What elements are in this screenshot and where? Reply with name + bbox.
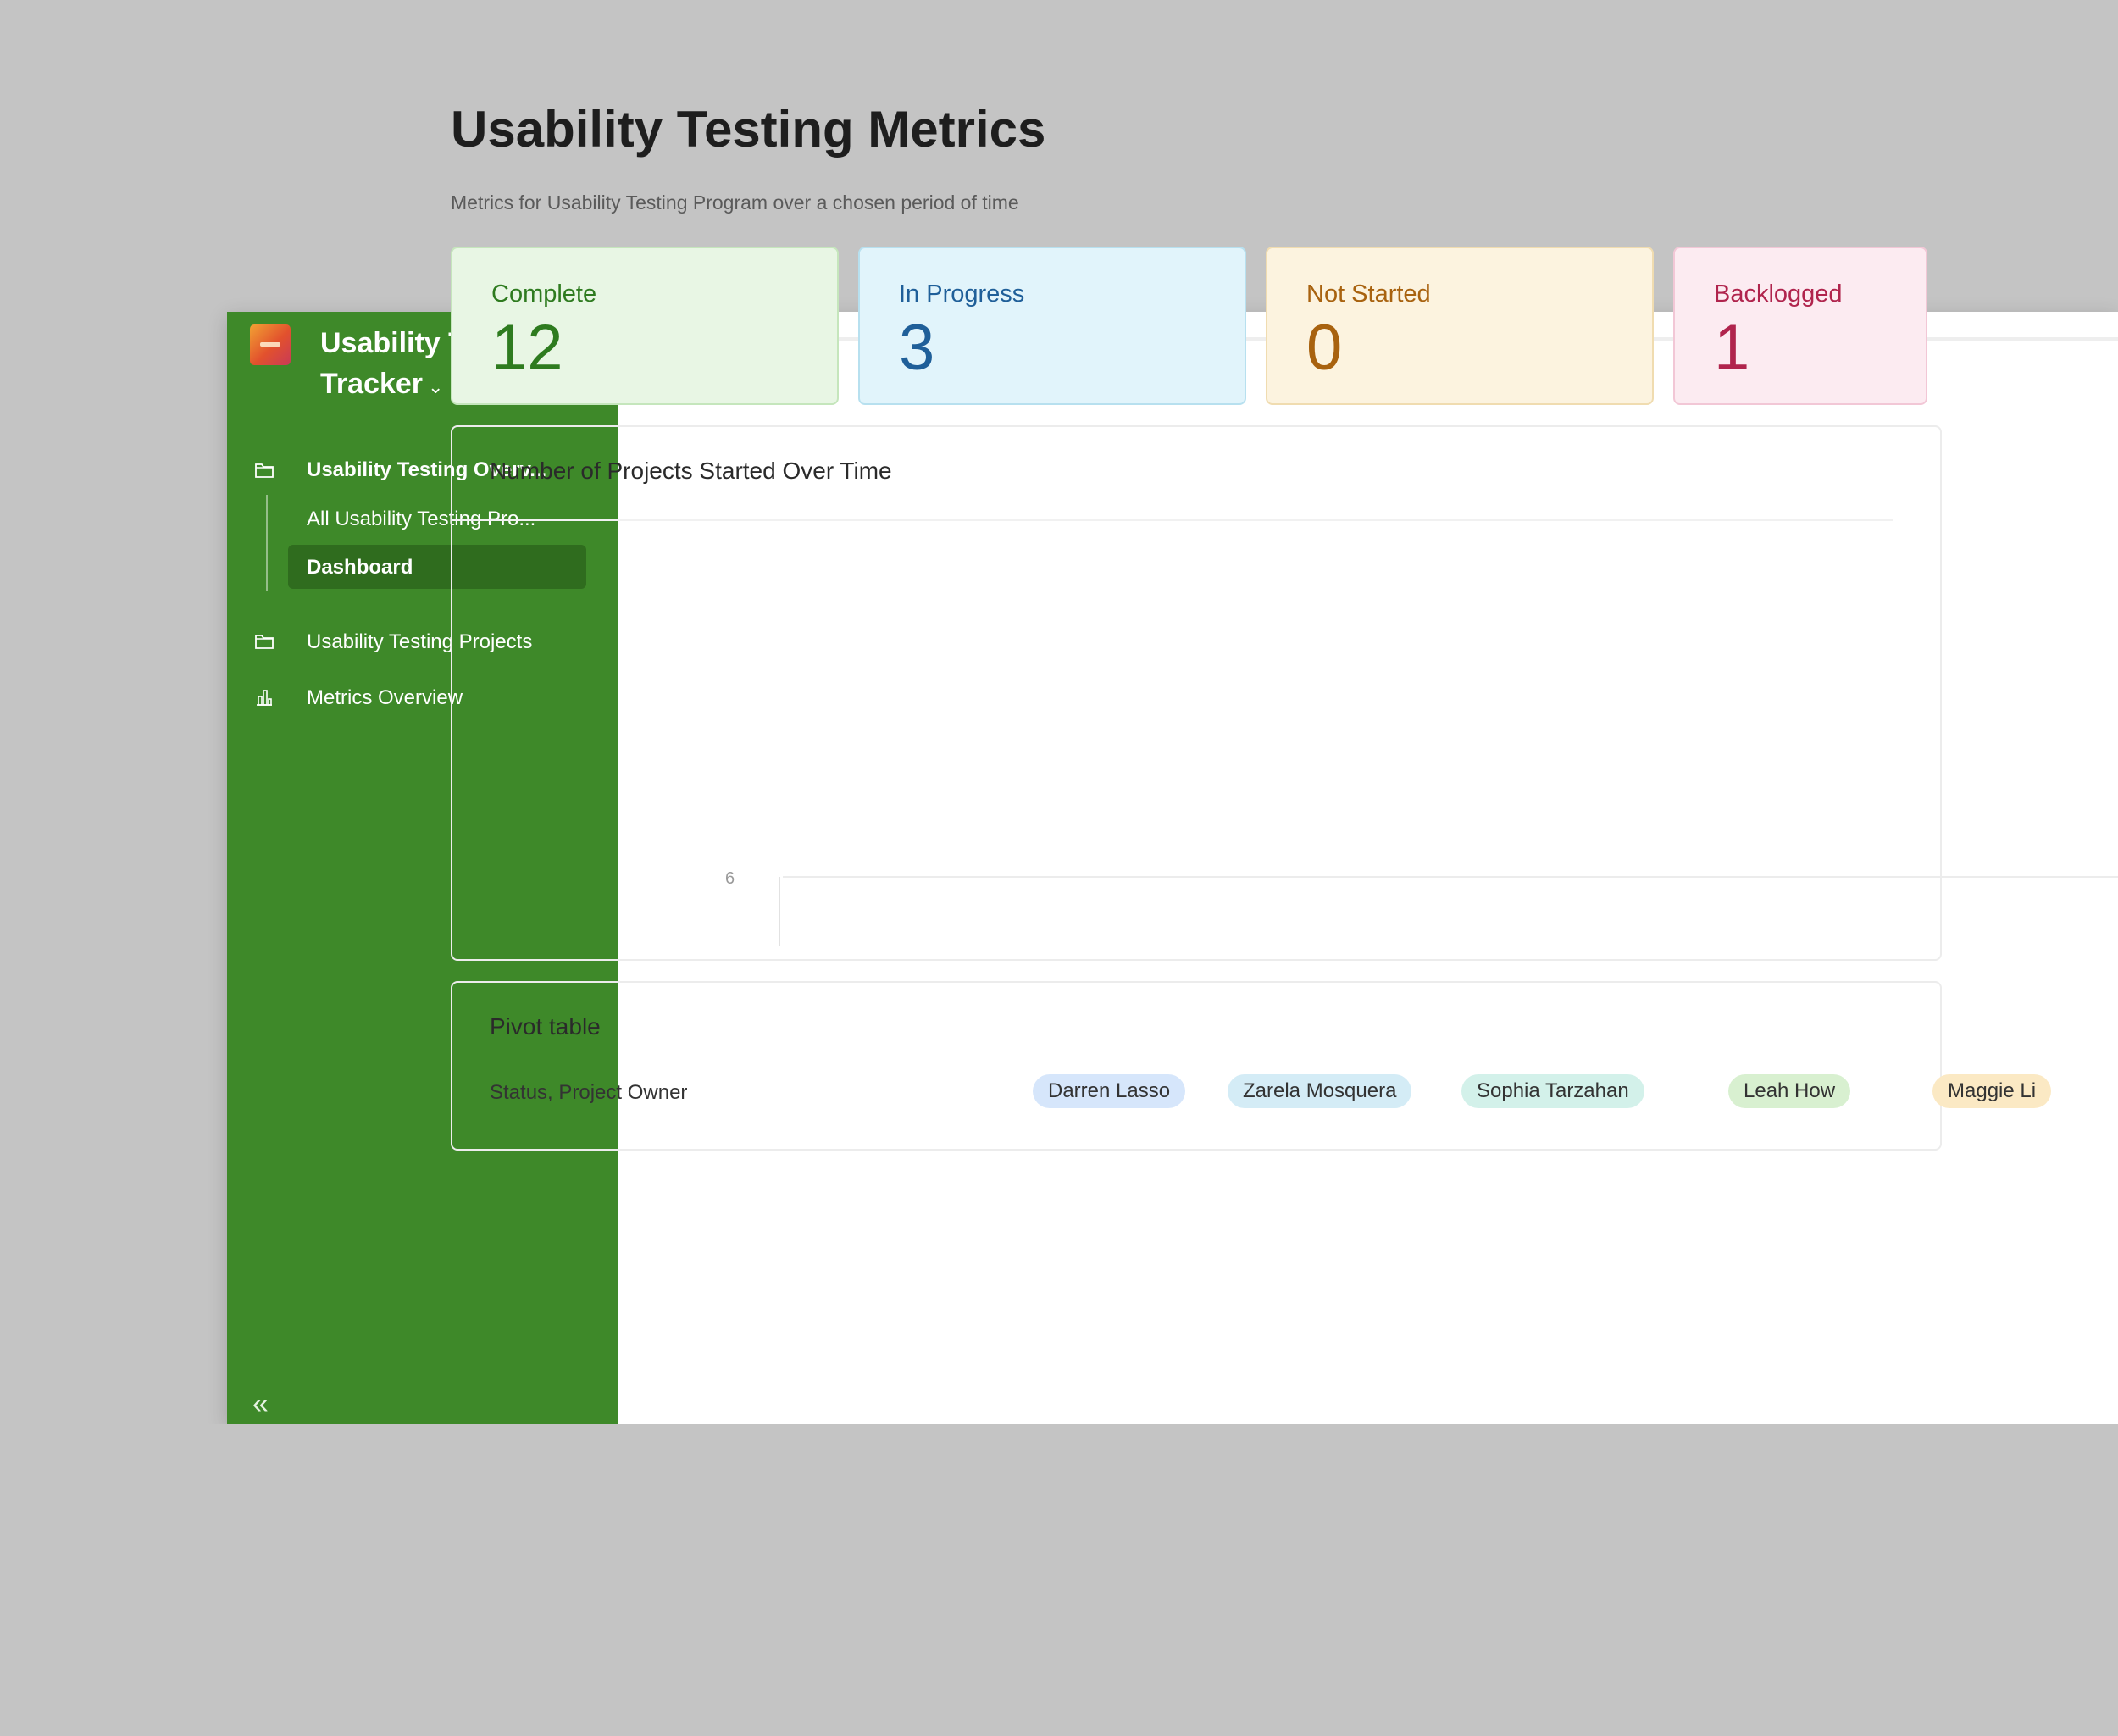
app-logo[interactable] [250, 324, 291, 365]
owner-pill: Darren Lasso [1033, 1074, 1186, 1108]
chart-title: Number of Projects Started Over Time [490, 458, 892, 484]
sidebar-item-all-projects[interactable]: All Usability Testing Pro... [288, 500, 602, 537]
pivot-table-title: Pivot table [490, 1013, 601, 1040]
sidebar: Usability Testing Tracker ⌄ Usability Tes… [227, 312, 618, 1424]
sidebar-item-overview[interactable]: Usability Testing Overv... [227, 452, 618, 488]
backdrop-bottom [0, 1424, 2118, 1736]
app-window: Usability Testing Tracker ⌄ Usability Tes… [227, 312, 2118, 1424]
metric-card-not-started[interactable]: Not Started 0 [1266, 247, 1654, 405]
chart-divider [452, 519, 1893, 521]
active-item-highlight [288, 545, 586, 589]
metric-label: Not Started [1306, 280, 1431, 308]
sidebar-item-projects[interactable]: Usability Testing Projects [227, 624, 618, 659]
y-tick-label: 6 [725, 869, 735, 888]
metric-label: Complete [491, 280, 597, 308]
page-title: Usability Testing Metrics [451, 101, 1046, 158]
metric-card-in-progress[interactable]: In Progress 3 [858, 247, 1246, 405]
metric-value: 1 [1714, 312, 1750, 384]
pivot-row-header: Status, Project Owner [490, 1081, 688, 1104]
line-chart: 0246Aug 2023Sep 2023Nov 2023Jan 2024Feb … [725, 869, 2118, 946]
owner-pill: Sophia Tarzahan [1461, 1074, 1644, 1108]
sidebar-item-label: Usability Testing Projects [307, 630, 533, 653]
metric-label: In Progress [899, 280, 1025, 308]
owner-pill: Leah How [1728, 1074, 1851, 1108]
sidebar-item-label: All Usability Testing Pro... [307, 507, 536, 530]
metric-value: 12 [491, 312, 563, 384]
owner-pill: Zarela Mosquera [1228, 1074, 1412, 1108]
metric-card-backlogged[interactable]: Backlogged 1 [1673, 247, 1927, 405]
sidebar-item-label: Metrics Overview [307, 686, 463, 709]
sidebar-item-label: Usability Testing Overv... [307, 458, 547, 481]
chevron-down-icon: ⌄ [428, 376, 444, 397]
sidebar-item-metrics-overview[interactable]: Metrics Overview [227, 679, 618, 715]
series-line [861, 920, 2118, 946]
pivot-table-panel [451, 981, 1942, 1151]
bar-chart-icon [252, 685, 276, 709]
folder-icon [252, 458, 276, 482]
logo-mark [260, 342, 280, 347]
collapse-sidebar-icon[interactable]: « [252, 1388, 269, 1420]
owner-pill: Maggie Li [1932, 1074, 2052, 1108]
tree-connector-line [266, 495, 268, 591]
page-subtitle: Metrics for Usability Testing Program ov… [451, 191, 1019, 214]
metric-value: 3 [899, 312, 935, 384]
folder-icon [252, 630, 276, 653]
sidebar-item-label: Dashboard [307, 556, 413, 579]
chart-panel [451, 425, 1942, 961]
sidebar-item-dashboard[interactable]: Dashboard [288, 545, 586, 589]
metric-label: Backlogged [1714, 280, 1843, 308]
metric-value: 0 [1306, 312, 1343, 384]
metric-card-complete[interactable]: Complete 12 [451, 247, 839, 405]
